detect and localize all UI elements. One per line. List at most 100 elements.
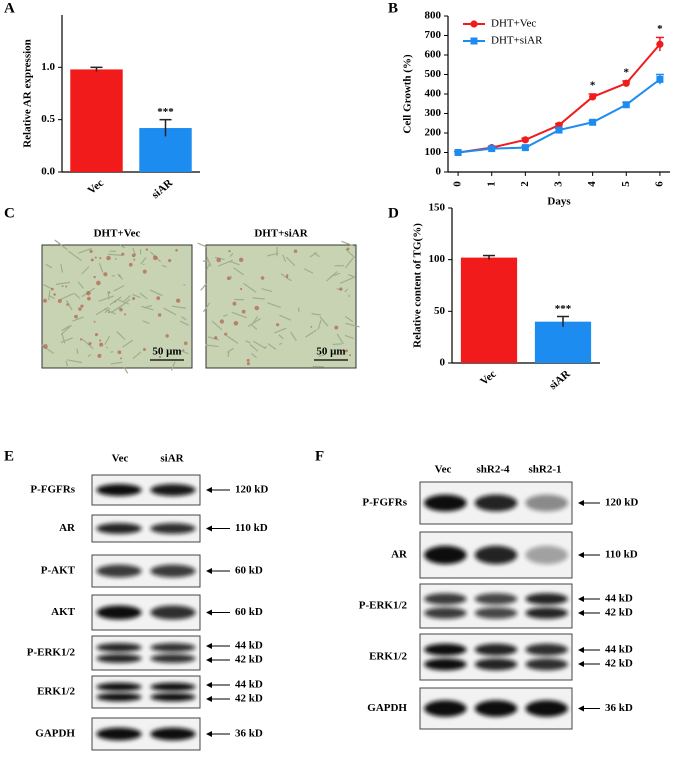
blot-band <box>96 727 142 741</box>
blot-band <box>525 545 568 565</box>
panel-label: B <box>388 0 398 16</box>
blot-strip <box>419 687 573 730</box>
cell-texture <box>67 359 83 364</box>
cell-texture <box>202 302 211 313</box>
point <box>656 40 664 48</box>
x-tick-label: siAR <box>547 367 573 392</box>
y-tick-label: 200 <box>425 127 442 139</box>
lipid-drop <box>241 309 246 314</box>
protein-label: P-FGFRs <box>362 497 407 509</box>
cell-texture <box>227 351 230 358</box>
protein-label: P-ERK1/2 <box>27 647 76 659</box>
lipid-drop <box>246 362 250 366</box>
cell-texture <box>318 353 326 358</box>
blot-band <box>96 654 142 663</box>
cell-texture <box>313 252 320 258</box>
cell-texture <box>55 281 71 285</box>
lipid-drop <box>93 275 96 279</box>
lipid-drop <box>240 287 243 291</box>
cell-texture <box>344 257 354 269</box>
protein-label: P-AKT <box>41 565 76 577</box>
blot-band <box>525 658 568 671</box>
blot-bg <box>91 635 201 671</box>
cell-texture <box>245 340 251 344</box>
cell-texture <box>123 295 131 302</box>
legend-label: DHT+Vec <box>491 18 536 30</box>
arrow-head <box>578 596 584 602</box>
cell-texture <box>233 267 244 276</box>
bar <box>534 321 592 363</box>
cell-texture <box>117 299 130 305</box>
lipid-drop <box>96 280 101 286</box>
cell-texture <box>43 284 52 290</box>
lipid-drop <box>214 336 218 340</box>
cell-texture <box>249 344 259 352</box>
cell-texture <box>332 343 342 346</box>
cell-texture <box>211 320 223 330</box>
cell-texture <box>98 262 104 273</box>
cell-texture <box>344 334 354 340</box>
cell-texture <box>77 281 84 289</box>
lipid-drop <box>165 334 169 338</box>
x-tick-label: 6 <box>653 181 665 187</box>
size-label: 36 kD <box>605 702 633 714</box>
blot-band <box>96 564 142 578</box>
size-label: 44 kD <box>605 644 633 656</box>
cell-texture <box>217 259 233 267</box>
lipid-drop <box>65 285 68 288</box>
lipid-drop <box>219 319 225 324</box>
lipid-drop <box>228 249 231 253</box>
lipid-drop <box>117 350 122 355</box>
cell-texture <box>95 306 109 316</box>
protein-label: AKT <box>51 606 76 618</box>
lipid-drop <box>158 355 162 359</box>
micrograph-bg <box>205 244 357 369</box>
size-label: 44 kD <box>235 679 263 691</box>
cell-texture <box>345 322 360 328</box>
blot-band <box>150 692 196 702</box>
blot-band <box>525 494 568 512</box>
x-tick-label: 3 <box>553 181 565 187</box>
blot-band <box>150 564 196 578</box>
cell-texture <box>104 307 111 314</box>
size-label: 44 kD <box>605 593 633 605</box>
bar <box>460 257 518 363</box>
arrow-head <box>578 610 584 616</box>
size-label: 110 kD <box>605 549 638 561</box>
cell-texture <box>110 361 123 365</box>
protein-label: AR <box>59 522 76 534</box>
lipid-drop <box>339 287 343 291</box>
lane-label: shR2-1 <box>528 464 561 476</box>
lipid-drop <box>260 276 265 280</box>
point <box>521 136 529 144</box>
cell-texture <box>252 297 265 300</box>
lipid-drop <box>114 258 117 260</box>
blot-strip <box>91 554 201 588</box>
lipid-drop <box>232 301 237 306</box>
point <box>622 79 630 87</box>
cell-texture <box>82 338 94 350</box>
error-bar <box>90 66 103 72</box>
cell-texture <box>252 315 259 324</box>
cell-texture <box>303 268 314 274</box>
cell-texture <box>229 260 240 266</box>
cell-texture <box>116 331 126 341</box>
cell-texture <box>143 304 153 309</box>
point <box>454 149 462 156</box>
blot-strip <box>419 531 573 579</box>
cell-texture <box>267 343 277 350</box>
series-line <box>457 43 661 154</box>
blot-band <box>474 607 518 619</box>
cell-texture <box>336 333 344 345</box>
cell-texture <box>348 273 356 278</box>
arrow-head <box>206 657 212 663</box>
cell-texture <box>76 348 79 354</box>
blot-strip <box>419 633 573 681</box>
lipid-drop <box>226 276 231 281</box>
size-label: 60 kD <box>235 606 263 618</box>
cell-texture <box>60 324 73 336</box>
arrow-head <box>206 731 212 737</box>
cell-texture <box>197 242 208 248</box>
x-tick-label: siAR <box>150 176 176 201</box>
lipid-drop <box>108 291 111 294</box>
